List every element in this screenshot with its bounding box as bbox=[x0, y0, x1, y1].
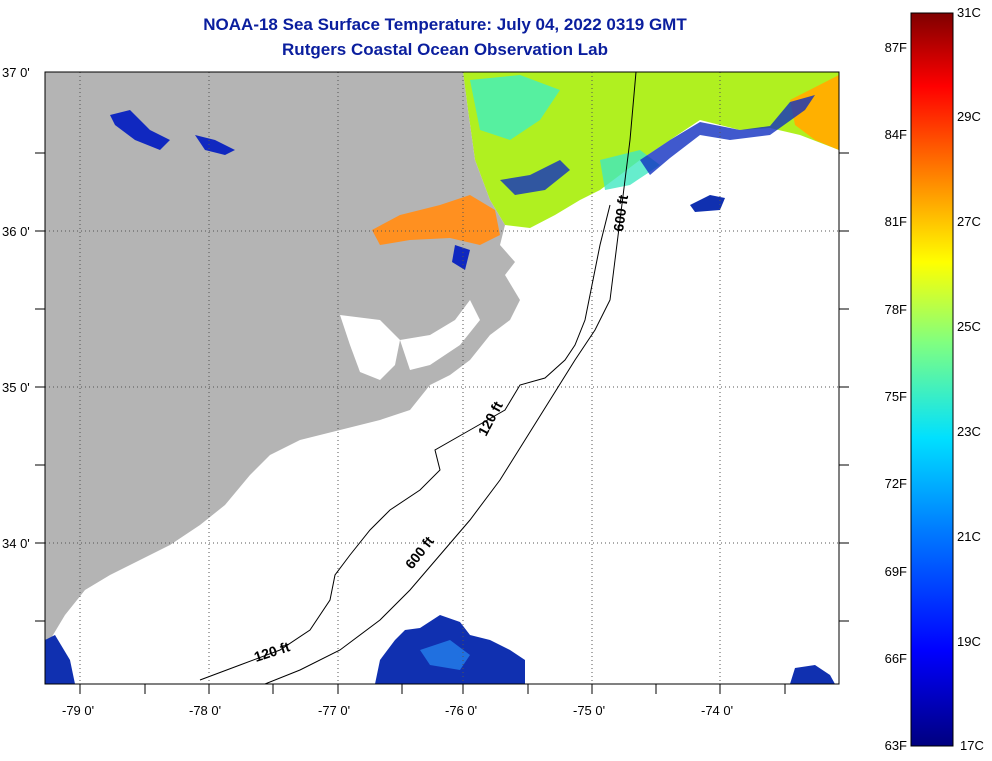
lon-label-75: -75 0' bbox=[573, 703, 605, 718]
lat-label-37: 37 0' bbox=[2, 65, 30, 80]
colorbar-fahrenheit-labels: 87F 84F 81F 78F 75F 72F 69F 66F 63F bbox=[885, 40, 907, 753]
sst-warm-patch bbox=[463, 72, 839, 228]
sound-blue-3 bbox=[452, 245, 470, 270]
colorbar-celsius-labels: 31C 29C 27C 25C 23C 21C 19C 17C bbox=[957, 5, 984, 753]
colorbar: 87F 84F 81F 78F 75F 72F 69F 66F 63F 31C … bbox=[885, 5, 984, 753]
sst-cold-patch-south-highlight bbox=[420, 640, 470, 670]
lon-label-77: -77 0' bbox=[318, 703, 350, 718]
colorbar-f-84: 84F bbox=[885, 127, 907, 142]
lon-label-78: -78 0' bbox=[189, 703, 221, 718]
map-panel bbox=[45, 72, 839, 684]
sound-white bbox=[340, 315, 400, 380]
colorbar-c-21: 21C bbox=[957, 529, 981, 544]
map-subtitle: Rutgers Coastal Ocean Observation Lab bbox=[282, 40, 608, 59]
sound-blue-1 bbox=[110, 110, 170, 150]
colorbar-f-75: 75F bbox=[885, 389, 907, 404]
lon-label-76: -76 0' bbox=[445, 703, 477, 718]
colorbar-c-25: 25C bbox=[957, 319, 981, 334]
colorbar-f-66: 66F bbox=[885, 651, 907, 666]
map-border bbox=[44, 71, 840, 685]
lat-label-36: 36 0' bbox=[2, 224, 30, 239]
lon-label-79: -79 0' bbox=[62, 703, 94, 718]
sst-orange-ne bbox=[790, 75, 839, 150]
colorbar-f-69: 69F bbox=[885, 564, 907, 579]
sound-white-2 bbox=[400, 300, 480, 370]
map-title: NOAA-18 Sea Surface Temperature: July 04… bbox=[203, 15, 687, 34]
gridlines bbox=[45, 72, 839, 684]
colorbar-gradient bbox=[910, 12, 954, 747]
colorbar-c-29: 29C bbox=[957, 109, 981, 124]
colorbar-c-23: 23C bbox=[957, 424, 981, 439]
sound-warm bbox=[372, 195, 500, 245]
lon-axis: -79 0' -78 0' -77 0' -76 0' -75 0' -74 0… bbox=[62, 703, 733, 718]
lat-axis: 37 0' 36 0' 35 0' 34 0' bbox=[2, 65, 30, 551]
contour-label-600ft-a: 600 ft bbox=[610, 194, 631, 233]
contour-600ft bbox=[264, 72, 637, 684]
colorbar-f-72: 72F bbox=[885, 476, 907, 491]
sound-blue-2 bbox=[195, 135, 235, 155]
lon-label-74: -74 0' bbox=[701, 703, 733, 718]
sst-blue-edge2 bbox=[500, 160, 570, 195]
colorbar-c-17: 17C bbox=[960, 738, 984, 753]
sst-cold-patch-se bbox=[790, 665, 835, 684]
colorbar-f-87: 87F bbox=[885, 40, 907, 55]
colorbar-c-31: 31C bbox=[957, 5, 981, 20]
sst-blue-edge bbox=[640, 95, 815, 175]
axis-ticks bbox=[35, 152, 849, 694]
sst-cold-patch-sw bbox=[45, 635, 75, 684]
colorbar-c-19: 19C bbox=[957, 634, 981, 649]
colorbar-f-63: 63F bbox=[885, 738, 907, 753]
contour-120ft bbox=[199, 204, 611, 681]
colorbar-f-81: 81F bbox=[885, 214, 907, 229]
sst-warm-patch-cyan bbox=[470, 75, 560, 140]
lat-label-35: 35 0' bbox=[2, 380, 30, 395]
sst-cold-patch-e bbox=[690, 195, 725, 212]
colorbar-c-27: 27C bbox=[957, 214, 981, 229]
colorbar-f-78: 78F bbox=[885, 302, 907, 317]
lat-label-34: 34 0' bbox=[2, 536, 30, 551]
